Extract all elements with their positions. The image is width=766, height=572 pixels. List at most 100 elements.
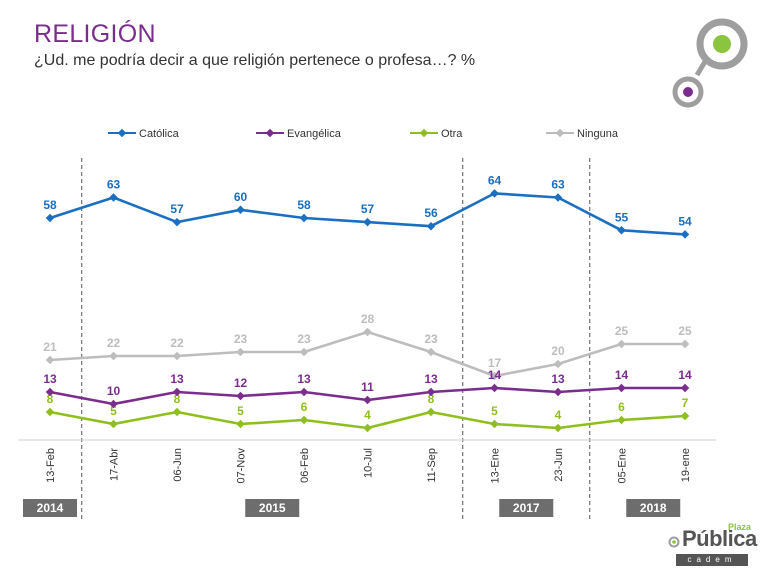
x-tick-label: 11-Sep [426,448,438,483]
period-dividers [81,158,591,520]
data-point [45,213,55,223]
data-point [680,411,690,421]
data-point [363,395,372,405]
data-label: 25 [678,324,692,338]
data-label: 8 [47,392,54,406]
data-point [45,387,55,397]
data-point [236,205,245,215]
x-tick-label: 10-Jul [363,448,375,478]
data-point [299,387,309,397]
data-point [680,230,690,239]
series-3: 21 22 22 23 23 28 23 17 20 25 25 [43,312,692,381]
data-label: 57 [361,202,375,216]
year-label: 2018 [640,501,667,515]
data-label: 5 [237,404,244,418]
x-tick-label: 17-Abr [109,448,121,481]
legend-marker-0 [117,128,127,138]
page-subtitle: ¿Ud. me podría decir a que religión pert… [34,52,476,69]
data-point [236,391,245,401]
data-point [617,383,626,393]
data-point [490,371,499,381]
data-point [680,339,690,349]
year-labels: 2014 2015 2017 2018 [23,499,681,517]
data-point [236,347,245,357]
data-point [490,419,499,429]
data-point [172,351,182,361]
data-point [617,339,626,349]
data-point [426,347,436,357]
data-label: 58 [297,198,311,212]
data-point [553,423,563,433]
x-tick-label: 06-Feb [299,448,311,483]
series-1: 13 10 13 12 13 11 13 14 13 14 14 [43,368,692,409]
data-label: 54 [678,214,692,228]
data-point [426,407,436,417]
data-point [172,387,182,397]
legend-marker-3 [555,128,565,138]
data-point [553,359,563,369]
data-label: 8 [174,392,181,406]
year-box [245,499,300,517]
data-label: 28 [361,312,375,326]
data-point [299,415,309,425]
data-point [426,387,436,397]
data-label: 12 [234,376,248,390]
data-label: 21 [43,340,57,354]
data-label: 10 [107,384,121,398]
legend-marker-1 [265,128,275,138]
data-label: 22 [107,336,121,350]
data-label: 13 [424,372,438,386]
year-box [626,499,681,517]
year-label: 2014 [37,501,64,515]
data-point [45,355,55,365]
data-label: 5 [110,404,117,418]
data-point [680,383,690,393]
data-label: 4 [364,408,371,422]
data-point [109,399,118,409]
data-label: 64 [488,173,502,187]
data-label: 14 [615,368,629,382]
data-label: 58 [43,198,57,212]
legend-label: Católica [139,128,180,140]
data-label: 23 [424,332,438,346]
data-label: 23 [297,332,311,346]
data-point [109,351,118,361]
data-label: 63 [107,178,121,192]
data-point [490,383,499,393]
data-label: 55 [615,210,629,224]
x-tick-label: 13-Ene [490,448,502,483]
page-title: RELIGIÓN [34,20,156,48]
data-point [490,189,499,198]
brand-publica-text: Pública [682,526,757,551]
brand-dot-icon [668,536,680,548]
data-point [45,407,55,417]
data-point [363,217,372,227]
brand-footer: Plaza Pública cadem [668,522,757,566]
data-label: 13 [43,372,57,386]
x-tick-label: 06-Jun [172,448,184,482]
data-point [299,347,309,357]
brand-logo-icon [672,18,748,108]
data-label: 11 [361,380,374,394]
chart-legend: Católica Evangélica Otra Ninguna [108,128,619,140]
data-label: 25 [615,324,629,338]
data-label: 6 [301,400,308,414]
year-label: 2015 [259,501,286,515]
data-point [617,415,626,425]
data-label: 5 [491,404,498,418]
year-label: 2017 [513,501,540,515]
x-tick-label: 07-Nov [236,448,248,484]
data-label: 14 [678,368,692,382]
x-tick-label: 19-ene [680,448,692,482]
x-axis-ticks: 13-Feb 17-Abr 06-Jun 07-Nov 06-Feb 10-Jul 11-S… [45,448,692,484]
data-point [299,213,309,223]
data-label: 13 [297,372,311,386]
series-2: 8 5 8 5 6 4 8 5 4 6 7 [45,392,690,433]
data-label: 63 [551,178,565,192]
legend-label: Evangélica [287,128,342,140]
data-point [109,419,118,429]
data-point [553,387,563,397]
x-tick-label: 05-Ene [617,448,629,483]
